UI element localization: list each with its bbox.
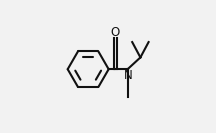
Text: O: O <box>111 26 120 39</box>
Text: N: N <box>124 69 132 82</box>
